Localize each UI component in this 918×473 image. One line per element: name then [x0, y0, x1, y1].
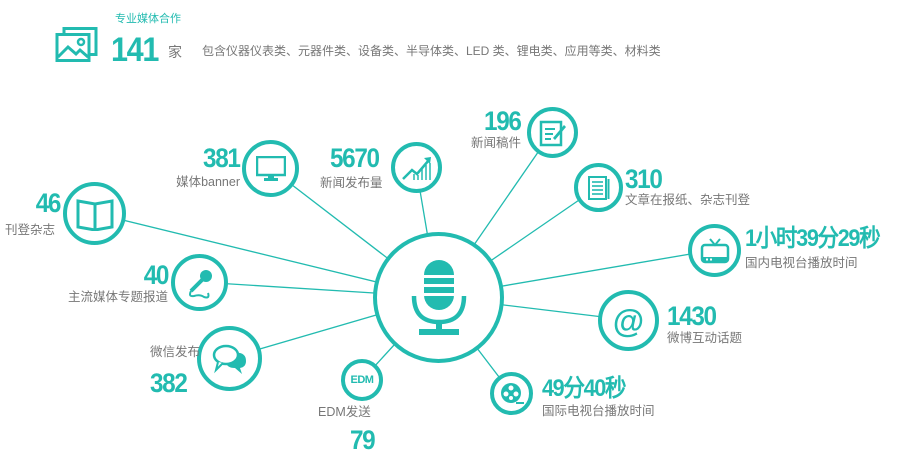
feature-value: 40	[143, 260, 170, 290]
at-sign-icon: @	[612, 302, 645, 339]
domestic-tv-label: 国内电视台播放时间	[745, 256, 858, 270]
node-news-volume	[391, 142, 442, 193]
node-feature	[171, 254, 228, 311]
node-banner	[242, 140, 299, 197]
header-description: 包含仪器仪表类、元器件类、设备类、半导体类、LED 类、锂电类、应用等类、材料类	[202, 44, 661, 58]
edm-value: 79	[350, 425, 376, 455]
banner-label: 媒体banner	[176, 175, 240, 189]
weibo-value: 1430	[667, 301, 717, 331]
node-intl-tv	[490, 372, 533, 415]
document-edit-icon	[539, 120, 566, 146]
feature-label: 主流媒体专题报道	[67, 290, 168, 304]
press-value: 196	[484, 106, 522, 136]
tv-icon	[700, 237, 729, 263]
newspaper-icon	[587, 175, 609, 200]
magazine-value: 46	[35, 188, 62, 218]
node-domestic-tv	[688, 224, 741, 277]
node-edm: EDM	[341, 359, 383, 401]
film-reel-icon	[500, 382, 524, 404]
wechat-label: 微信发布	[149, 345, 200, 359]
intl-tv-value: 49分40秒	[542, 375, 627, 402]
header-unit: 家	[168, 44, 182, 60]
image-gallery-icon	[55, 27, 98, 62]
node-press	[527, 107, 578, 158]
magazine-label: 刊登杂志	[5, 223, 56, 237]
header-count: 141	[111, 31, 159, 69]
newspaper-label: 文章在报纸、杂志刊登	[625, 193, 751, 207]
growth-chart-icon	[401, 156, 431, 180]
edm-icon: EDM	[350, 374, 374, 386]
intl-tv-label: 国际电视台播放时间	[542, 404, 655, 418]
wechat-value: 382	[150, 368, 188, 398]
press-label: 新闻稿件	[470, 136, 521, 150]
handheld-mic-icon	[188, 269, 212, 298]
news-volume-value: 5670	[330, 143, 380, 173]
chat-bubbles-icon	[212, 344, 246, 374]
news-volume-label: 新闻发布量	[320, 176, 383, 190]
microphone-icon	[411, 259, 466, 335]
edm-label: EDM发送	[318, 405, 371, 419]
node-magazine	[63, 182, 126, 245]
node-wechat	[197, 326, 262, 391]
center-node	[373, 232, 504, 363]
newspaper-value: 310	[625, 164, 663, 194]
banner-value: 381	[203, 143, 241, 173]
domestic-tv-value: 1小时39分29秒	[745, 225, 881, 252]
weibo-label: 微博互动话题	[667, 331, 743, 345]
node-newspaper	[574, 163, 623, 212]
monitor-icon	[255, 155, 286, 181]
open-book-icon	[76, 198, 113, 231]
header-subtitle: 专业媒体合作	[115, 13, 181, 25]
node-weibo: @	[598, 290, 659, 351]
